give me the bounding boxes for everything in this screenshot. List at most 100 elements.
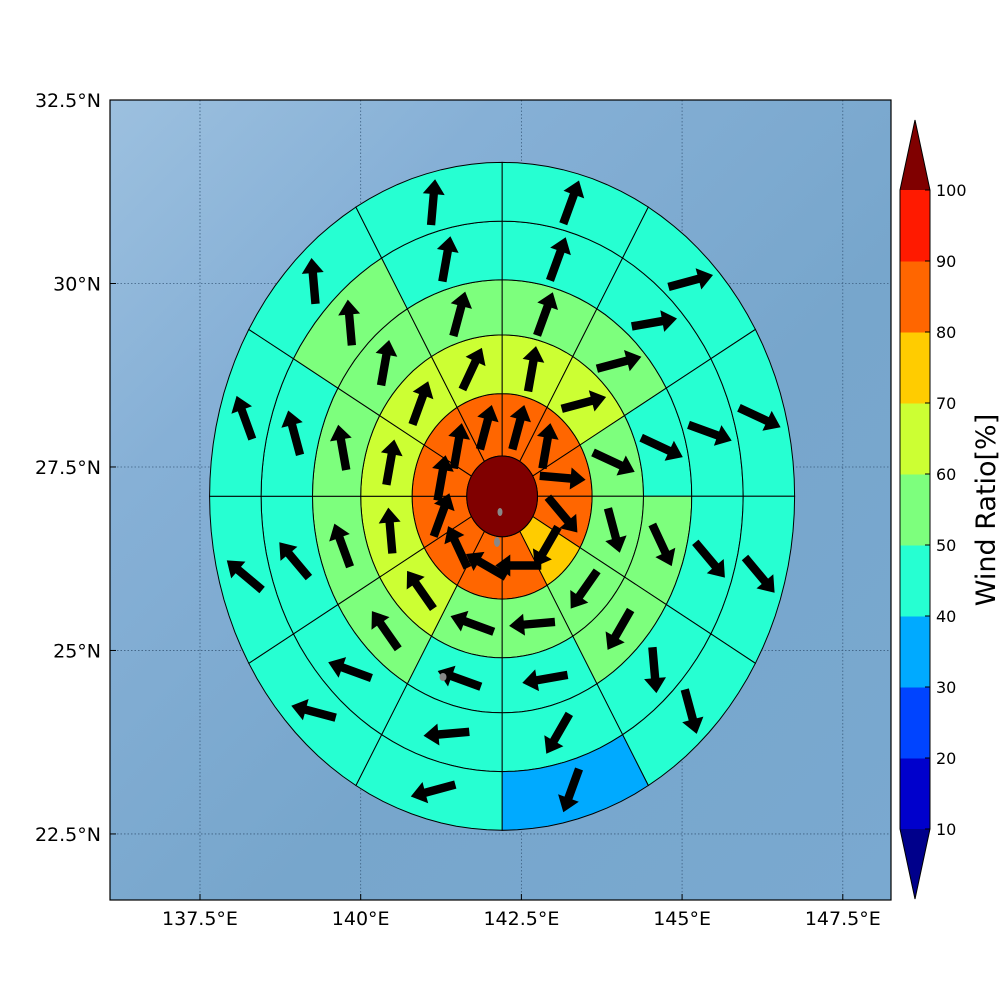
colorbar-tick-label-8: 90 <box>936 252 956 271</box>
colorbar-tick-label-0: 10 <box>936 820 956 839</box>
polar-cells <box>209 161 796 831</box>
x-tick-label-3: 145°E <box>653 908 711 930</box>
arrow-r1-s11 <box>475 405 499 451</box>
colorbar-segment-3 <box>900 545 930 617</box>
arrow-r3-s9 <box>330 424 352 471</box>
arrow-r2-s2 <box>591 448 635 476</box>
arrow-r2-s9 <box>380 439 403 486</box>
x-tick-label-0: 137.5°E <box>162 908 238 930</box>
arrow-r5-s4 <box>680 688 704 734</box>
y-tick-label-1: 30°N <box>53 273 101 295</box>
island-b <box>494 537 500 547</box>
arrow-r5-s9 <box>231 395 257 441</box>
arrow-r4-s0 <box>546 237 571 282</box>
arrow-r2-s11 <box>458 347 486 392</box>
arrow-r5-s8 <box>226 560 265 594</box>
y-tick-label-0: 32.5°N <box>35 90 101 112</box>
arrow-r5-s5 <box>558 767 583 813</box>
wind-arrows <box>226 179 781 813</box>
arrow-r1-s9 <box>432 455 454 502</box>
y-axis-ticks: 32.5°N 30°N 27.5°N 25°N 22.5°N <box>35 90 116 846</box>
arrow-r5-s11 <box>422 179 445 226</box>
arrow-r3-s10 <box>375 340 398 387</box>
colorbar-under-triangle <box>900 829 930 899</box>
arrow-r5-s10 <box>301 258 324 305</box>
arrow-r4-s10 <box>338 299 361 346</box>
arrow-r1-s0 <box>508 405 531 451</box>
colorbar-segment-7 <box>900 261 930 333</box>
colorbar-segment-0 <box>900 758 930 830</box>
arrow-r3-s11 <box>449 291 472 338</box>
arrow-r2-s0 <box>522 346 545 393</box>
colorbar-segment-6 <box>900 332 930 404</box>
colorbar-label: Wind Ratio[%] <box>971 414 1000 606</box>
arrow-r1-s2 <box>539 467 586 490</box>
colorbar-tick-label-4: 50 <box>936 536 956 555</box>
arrow-r2-s8 <box>378 507 401 554</box>
colorbar-over-triangle <box>900 120 930 190</box>
arrow-r4-s9 <box>281 410 305 456</box>
arrow-r4-s1 <box>631 310 677 332</box>
arrow-r4-s11 <box>436 236 459 283</box>
colorbar-tick-label-7: 80 <box>936 323 956 342</box>
arrow-r5-s1 <box>667 268 713 291</box>
arrow-r4-s3 <box>692 539 725 578</box>
colorbar-segment-8 <box>900 190 930 262</box>
colorbar-tick-label-6: 70 <box>936 394 956 413</box>
arrow-r1-s8 <box>429 493 455 538</box>
island-c <box>439 673 447 681</box>
arrow-r2-s1 <box>560 390 607 413</box>
arrow-r2-s4 <box>570 568 601 609</box>
arrow-r1-s3 <box>544 494 578 533</box>
arrow-r4-s8 <box>279 542 313 581</box>
arrow-r2-s5 <box>509 613 556 636</box>
arrow-r2-s3 <box>603 507 627 553</box>
arrow-r5-s2 <box>737 404 781 431</box>
y-tick-label-3: 25°N <box>53 640 101 662</box>
arrow-r4-s6 <box>423 723 470 746</box>
colorbar-tick-label-5: 60 <box>936 465 956 484</box>
arrow-r3-s6 <box>437 665 483 691</box>
arrow-r4-s7 <box>328 657 373 682</box>
arrow-r4-s5 <box>544 711 573 754</box>
x-tick-label-1: 140°E <box>332 908 390 930</box>
center-cell <box>466 455 538 538</box>
arrow-r5-s6 <box>410 780 457 804</box>
arrow-r5-s7 <box>291 699 337 722</box>
arrow-r3-s2 <box>639 433 683 461</box>
arrow-r5-s0 <box>559 180 585 226</box>
colorbar-tick-label-9: 100 <box>936 181 967 200</box>
arrow-r3-s1 <box>595 350 642 373</box>
colorbar-segment-2 <box>900 616 930 688</box>
arrow-r3-s5 <box>522 669 569 692</box>
arrow-r1-s6 <box>466 551 508 581</box>
arrow-r3-s4 <box>605 607 635 650</box>
y-tick-label-2: 27.5°N <box>35 457 101 479</box>
arrow-r2-s10 <box>408 381 434 426</box>
islands <box>439 508 503 681</box>
x-tick-label-4: 147.5°E <box>805 908 881 930</box>
arrow-r2-s7 <box>406 570 437 611</box>
colorbar-tick-label-2: 30 <box>936 678 956 697</box>
arrow-r3-s3 <box>648 522 676 567</box>
y-tick-label-4: 22.5°N <box>35 824 101 846</box>
colorbar-segment-4 <box>900 474 930 546</box>
x-tick-label-2: 142.5°E <box>483 908 559 930</box>
colorbar-tick-label-3: 40 <box>936 607 956 626</box>
arrow-r4-s2 <box>687 420 732 446</box>
arrow-r3-s0 <box>533 292 558 337</box>
arrow-r1-s4 <box>532 524 562 567</box>
arrow-r1-s10 <box>448 423 470 470</box>
x-axis-ticks: 137.5°E 140°E 142.5°E 145°E 147.5°E <box>162 894 881 930</box>
arrow-r4-s4 <box>644 646 666 694</box>
colorbar-segment-1 <box>900 687 930 759</box>
island-a <box>497 508 503 516</box>
arrow-r3-s7 <box>371 611 402 652</box>
plot-frame <box>109 99 892 901</box>
arrow-r1-s7 <box>444 526 472 570</box>
arrow-r2-s6 <box>450 610 496 636</box>
colorbar-segment-5 <box>900 403 930 475</box>
colorbar: 10 20 30 40 50 60 70 80 90 100 Wind Ratio[%] <box>899 119 1000 900</box>
colorbar-tick-label-1: 20 <box>936 749 956 768</box>
